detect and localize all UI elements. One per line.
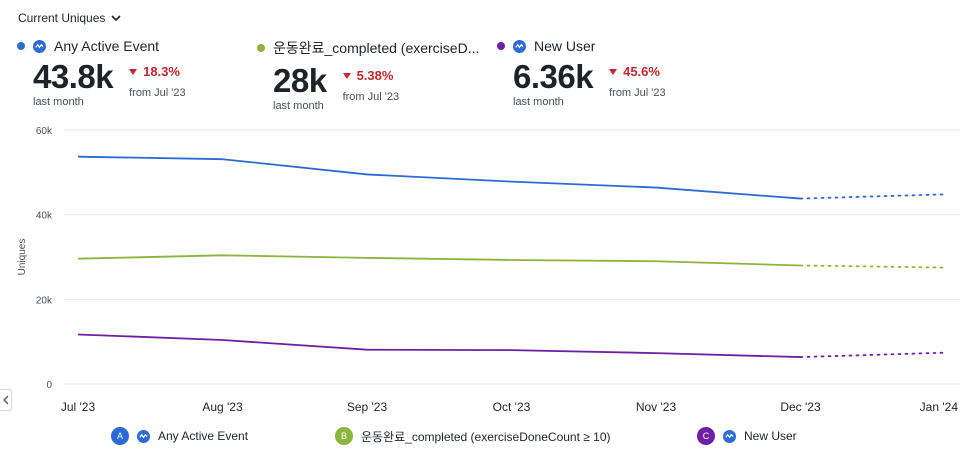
kpi-exercise-completed[interactable]: 운동완료_completed (exerciseD... 28k last mo… xyxy=(257,38,479,112)
y-axis-label: Uniques xyxy=(17,239,28,276)
caret-down-icon xyxy=(342,72,351,79)
caret-down-icon xyxy=(129,68,138,75)
data-point xyxy=(655,186,657,188)
data-point xyxy=(655,352,657,354)
kpi-period: last month xyxy=(273,100,324,112)
data-point xyxy=(510,180,512,182)
kpi-change: 5.38% xyxy=(342,68,400,83)
x-tick-label: Dec '23 xyxy=(780,400,821,414)
kpi-name: New User xyxy=(534,38,596,54)
series-badge: A xyxy=(111,427,129,445)
kpi-compare: from Jul '23 xyxy=(609,87,666,99)
data-point xyxy=(944,266,946,268)
series-dot xyxy=(17,42,25,50)
series-projection-line xyxy=(799,193,946,200)
data-point xyxy=(77,155,79,157)
x-tick-label: Sep '23 xyxy=(347,400,388,414)
series-projection-line xyxy=(799,264,946,269)
data-point xyxy=(366,173,368,175)
chevron-down-icon xyxy=(111,15,121,22)
data-point xyxy=(510,349,512,351)
chart-legend: A Any Active Event B 운동완료_completed (exe… xyxy=(0,427,976,449)
event-icon xyxy=(513,39,526,53)
x-tick-label: Jan '24 xyxy=(920,400,959,414)
data-point xyxy=(655,260,657,262)
y-tick-label: 40k xyxy=(36,211,53,222)
kpi-any-active-event[interactable]: Any Active Event 43.8k last month 18.3% … xyxy=(17,38,186,108)
kpi-compare: from Jul '23 xyxy=(129,87,186,99)
kpi-value: 28k xyxy=(273,62,327,99)
collapse-panel-button[interactable] xyxy=(0,389,12,411)
legend-label: New User xyxy=(744,429,797,443)
series-line xyxy=(77,333,801,358)
data-point xyxy=(366,257,368,259)
metric-dropdown[interactable]: Current Uniques xyxy=(18,11,121,25)
series-line xyxy=(77,254,801,267)
kpi-value: 6.36k xyxy=(513,58,594,95)
event-icon xyxy=(33,39,46,53)
data-point xyxy=(366,349,368,351)
data-point xyxy=(799,264,801,266)
kpi-change-value: 5.38% xyxy=(356,68,394,83)
data-point xyxy=(221,339,223,341)
data-point xyxy=(77,333,79,335)
data-point xyxy=(799,197,801,199)
caret-down-icon xyxy=(609,68,618,75)
x-tick-label: Aug '23 xyxy=(202,400,243,414)
legend-item-any-active-event[interactable]: A Any Active Event xyxy=(111,427,248,445)
kpi-name: Any Active Event xyxy=(54,38,160,54)
series-line xyxy=(77,155,801,200)
series-dot xyxy=(257,44,265,52)
kpi-value: 43.8k xyxy=(33,58,114,95)
series-badge: B xyxy=(335,427,353,445)
data-point xyxy=(77,257,79,259)
kpi-new-user[interactable]: New User 6.36k last month 45.6% from Jul… xyxy=(497,38,666,108)
data-point xyxy=(799,356,801,358)
series-projection-line xyxy=(799,351,946,358)
legend-label: Any Active Event xyxy=(158,429,249,443)
kpi-name: 운동완료_completed (exerciseD... xyxy=(273,40,480,56)
kpi-change-value: 18.3% xyxy=(143,64,180,79)
data-point xyxy=(510,259,512,261)
event-icon xyxy=(137,429,150,443)
line-chart: 0 20k 40k 60k Uniques Jul '23 Aug '23 Sep '23 Oc… xyxy=(17,126,960,414)
x-tick-label: Oct '23 xyxy=(493,400,531,414)
kpi-change-value: 45.6% xyxy=(623,64,660,79)
metric-dropdown-label: Current Uniques xyxy=(18,11,106,25)
y-tick-label: 0 xyxy=(46,380,52,391)
x-tick-label: Nov '23 xyxy=(636,400,677,414)
event-icon xyxy=(723,429,736,443)
data-point xyxy=(221,254,223,256)
data-point xyxy=(944,351,946,353)
series-badge: C xyxy=(697,427,715,445)
series-dot xyxy=(497,42,505,50)
chevron-left-icon xyxy=(2,395,8,405)
x-tick-label: Jul '23 xyxy=(61,400,96,414)
legend-item-exercise-completed[interactable]: B 운동완료_completed (exerciseDoneCount ≥ 10… xyxy=(335,427,611,445)
legend-label: 운동완료_completed (exerciseDoneCount ≥ 10) xyxy=(361,429,611,444)
kpi-period: last month xyxy=(33,96,84,108)
legend-item-new-user[interactable]: C New User xyxy=(697,427,797,445)
kpi-period: last month xyxy=(513,96,564,108)
kpi-change: 45.6% xyxy=(609,64,666,79)
data-point xyxy=(221,158,223,160)
data-point xyxy=(944,193,946,195)
y-tick-label: 60k xyxy=(36,126,53,137)
y-tick-label: 20k xyxy=(36,295,53,306)
kpi-change: 18.3% xyxy=(129,64,186,79)
kpi-compare: from Jul '23 xyxy=(342,91,400,103)
